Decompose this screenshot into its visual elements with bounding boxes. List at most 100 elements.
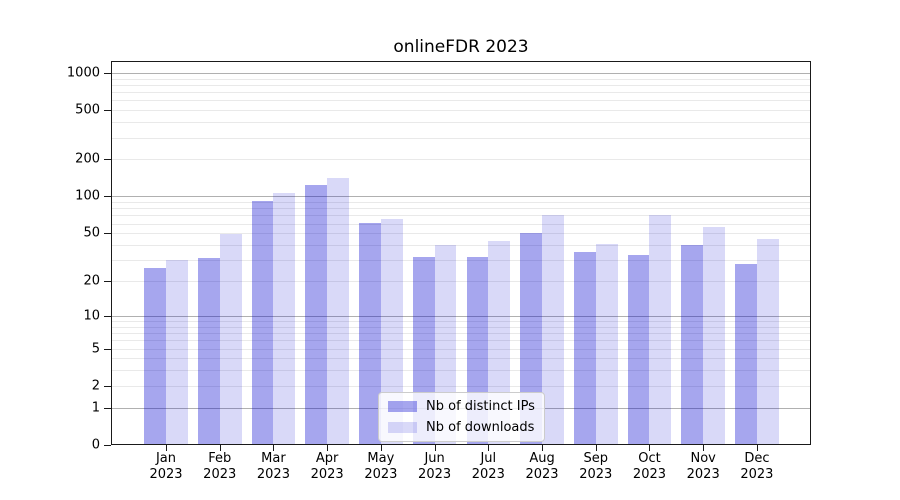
x-tick-mark xyxy=(488,445,490,451)
x-tick-label-mar: Mar 2023 xyxy=(241,451,305,482)
bar-distinct-ips-mar xyxy=(251,200,274,445)
x-tick-month: Jan xyxy=(155,451,177,466)
bar-distinct-ips-jan xyxy=(144,267,166,445)
minor-gridline xyxy=(111,92,811,94)
x-tick-mark xyxy=(273,445,275,451)
bar-downloads-oct xyxy=(649,215,672,445)
legend-item-downloads: Nb of downloads xyxy=(388,420,535,435)
y-tick-label: 100 xyxy=(75,188,100,204)
x-tick-month: May xyxy=(367,451,395,466)
minor-gridline xyxy=(111,358,811,360)
minor-gridline xyxy=(111,260,811,262)
x-tick-label-feb: Feb 2023 xyxy=(188,451,252,482)
x-tick-year: 2023 xyxy=(471,466,505,482)
x-tick-month: Jun xyxy=(424,451,445,466)
bar-downloads-jan xyxy=(166,260,188,445)
x-tick-mark xyxy=(327,445,329,451)
y-tick-label: 2 xyxy=(91,378,100,394)
x-tick-year: 2023 xyxy=(686,466,720,482)
legend-label-downloads: Nb of downloads xyxy=(426,420,535,435)
plot-area xyxy=(111,61,811,445)
y-tick-label: 200 xyxy=(75,151,100,167)
y-tick-mark xyxy=(104,445,111,446)
bar-downloads-feb xyxy=(219,234,242,445)
y-tick-mark xyxy=(104,281,111,283)
bar-distinct-ips-nov xyxy=(681,245,704,445)
minor-gridline xyxy=(111,78,811,80)
minor-gridline xyxy=(111,122,811,124)
x-tick-year: 2023 xyxy=(632,466,667,482)
major-gridline xyxy=(111,196,811,198)
minor-gridline xyxy=(111,326,811,328)
bar-downloads-aug xyxy=(542,215,564,445)
legend-swatch-downloads xyxy=(388,422,417,433)
x-tick-month: Apr xyxy=(315,451,339,466)
x-tick-month: Nov xyxy=(690,451,716,466)
x-tick-mark xyxy=(542,445,544,451)
y-tick-label: 20 xyxy=(83,273,100,289)
legend-swatch-distinct-ips xyxy=(388,401,417,412)
minor-gridline xyxy=(111,208,811,210)
y-tick-mark xyxy=(104,233,111,235)
y-tick-label: 50 xyxy=(83,225,100,241)
minor-gridline xyxy=(111,84,811,86)
x-tick-mark xyxy=(434,445,436,451)
x-tick-mark xyxy=(703,445,705,451)
x-tick-label-oct: Oct 2023 xyxy=(617,451,681,482)
y-tick-mark xyxy=(104,196,111,198)
minor-gridline xyxy=(111,223,811,225)
x-tick-month: Jul xyxy=(480,451,497,466)
bar-distinct-ips-apr xyxy=(305,185,328,445)
bar-downloads-nov xyxy=(703,227,725,445)
bar-distinct-ips-sep xyxy=(573,252,596,445)
x-tick-year: 2023 xyxy=(525,466,559,482)
bar-distinct-ips-feb xyxy=(197,258,220,445)
minor-gridline xyxy=(111,321,811,323)
bar-downloads-may xyxy=(380,218,403,445)
x-tick-year: 2023 xyxy=(579,466,613,482)
bar-downloads-mar xyxy=(273,193,296,445)
x-tick-month: Dec xyxy=(744,451,770,466)
x-tick-month: Aug xyxy=(529,451,555,466)
minor-gridline xyxy=(111,159,811,161)
bar-distinct-ips-dec xyxy=(735,263,757,445)
x-tick-month: Oct xyxy=(638,451,661,466)
x-tick-month: Mar xyxy=(261,451,286,466)
x-tick-year: 2023 xyxy=(256,466,290,482)
x-tick-mark xyxy=(649,445,651,451)
x-tick-year: 2023 xyxy=(310,466,344,482)
bar-distinct-ips-oct xyxy=(627,255,650,445)
minor-gridline xyxy=(111,110,811,112)
y-tick-mark xyxy=(104,348,111,350)
minor-gridline xyxy=(111,340,811,342)
minor-gridline xyxy=(111,370,811,372)
chart-title: onlineFDR 2023 xyxy=(393,37,529,57)
y-tick-mark xyxy=(104,110,111,112)
y-tick-label: 5 xyxy=(91,341,100,357)
minor-gridline xyxy=(111,348,811,350)
y-tick-mark xyxy=(104,159,111,161)
x-tick-mark xyxy=(595,445,597,451)
x-tick-label-apr: Apr 2023 xyxy=(295,451,359,482)
x-tick-year: 2023 xyxy=(203,466,237,482)
x-tick-month: Sep xyxy=(583,451,608,466)
legend-item-distinct-ips: Nb of distinct IPs xyxy=(388,399,535,414)
x-tick-label-may: May 2023 xyxy=(349,451,413,482)
x-tick-mark xyxy=(380,445,382,451)
y-tick-mark xyxy=(104,385,111,387)
minor-gridline xyxy=(111,100,811,102)
minor-gridline xyxy=(111,233,811,235)
x-tick-label-jun: Jun 2023 xyxy=(403,451,467,482)
bar-downloads-apr xyxy=(327,177,349,445)
y-tick-label: 1000 xyxy=(66,65,100,81)
y-tick-label: 500 xyxy=(75,102,100,118)
x-tick-mark xyxy=(166,445,167,451)
y-tick-label: 1 xyxy=(91,400,100,416)
x-tick-year: 2023 xyxy=(149,466,183,482)
minor-gridline xyxy=(111,215,811,217)
x-tick-label-nov: Nov 2023 xyxy=(671,451,735,482)
major-gridline xyxy=(111,72,811,74)
bar-distinct-ips-may xyxy=(359,222,381,445)
bar-downloads-sep xyxy=(595,243,618,445)
minor-gridline xyxy=(111,245,811,247)
